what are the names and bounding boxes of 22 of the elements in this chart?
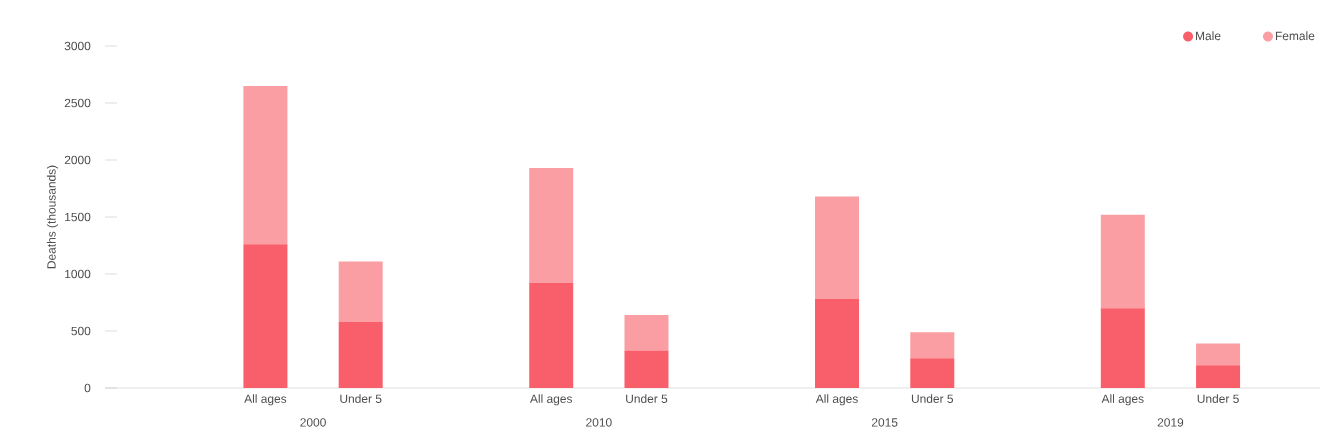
text: 2010: [586, 418, 612, 427]
text: 2019: [1157, 418, 1184, 427]
y-tick-label: 0: [84, 383, 91, 393]
x-tick-label: Under 5: [911, 394, 954, 403]
y-tick-label: 1500: [65, 212, 91, 222]
legend-label: Female: [1275, 31, 1315, 41]
y-tick-label: 3000: [64, 41, 91, 51]
x-tick-label: Under 5: [626, 394, 668, 403]
y-tick-label: 500: [71, 326, 91, 336]
x-tick-label: All ages: [1101, 394, 1144, 406]
x-tick-label: All ages: [529, 394, 573, 406]
legend-label: Male: [1196, 31, 1221, 41]
y-axis-title: Deaths (thousands): [46, 165, 59, 269]
text: 2015: [871, 418, 898, 427]
y-tick-label: 1000: [65, 269, 91, 279]
x-tick-label: Under 5: [1197, 394, 1239, 403]
y-tick-label: 2500: [64, 98, 91, 108]
x-tick-label: Under 5: [340, 394, 382, 403]
y-tick-label: 2000: [64, 155, 91, 165]
x-tick-label: All ages: [244, 394, 287, 406]
x-tick-label: All ages: [815, 394, 858, 406]
text: 2000: [300, 418, 326, 427]
